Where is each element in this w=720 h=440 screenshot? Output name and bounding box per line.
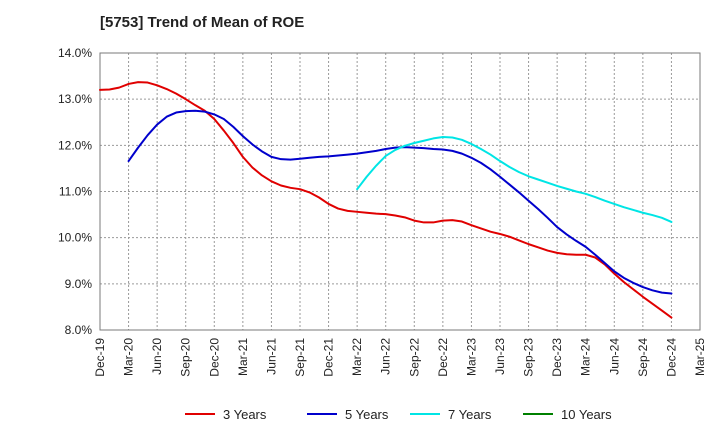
legend-label-10-years: 10 Years [561,407,612,422]
x-tick-label: Jun-22 [379,338,393,375]
x-tick-label: Dec-23 [550,338,564,377]
x-tick-label: Mar-23 [464,338,478,376]
y-tick-label: 10.0% [58,231,92,245]
x-tick-label: Mar-24 [579,338,593,376]
y-tick-label: 14.0% [58,46,92,60]
series-line-7-years [356,136,673,223]
x-tick-label: Sep-21 [293,338,307,377]
plot-border [99,52,701,331]
x-tick-label: Jun-20 [150,338,164,375]
y-tick-label: 11.0% [59,185,92,199]
x-tick-label: Mar-25 [693,338,707,376]
x-tick-label: Sep-23 [522,338,536,377]
y-tick-label: 12.0% [58,138,92,152]
x-tick-label: Mar-22 [350,338,364,376]
y-tick-label: 8.0% [65,323,93,337]
legend-label-3-years: 3 Years [223,407,267,422]
y-tick-label: 9.0% [65,277,93,291]
x-tick-label: Sep-22 [407,338,421,377]
x-tick-label: Jun-24 [607,338,621,375]
series-line-3-years [99,81,673,319]
x-tick-label: Sep-24 [636,338,650,377]
x-tick-label: Jun-23 [493,338,507,375]
x-tick-label: Mar-21 [236,338,250,376]
x-tick-label: Dec-24 [664,338,678,377]
x-tick-label: Sep-20 [179,338,193,377]
x-tick-label: Dec-19 [93,338,107,377]
y-tick-label: 13.0% [58,92,92,106]
legend-label-5-years: 5 Years [345,407,389,422]
x-tick-label: Jun-21 [264,338,278,375]
chart-title: [5753] Trend of Mean of ROE [100,14,305,31]
x-tick-label: Mar-20 [122,338,136,376]
x-tick-label: Dec-21 [322,338,336,377]
x-tick-label: Dec-22 [436,338,450,377]
x-tick-label: Dec-20 [207,338,221,377]
legend-label-7-years: 7 Years [448,407,492,422]
